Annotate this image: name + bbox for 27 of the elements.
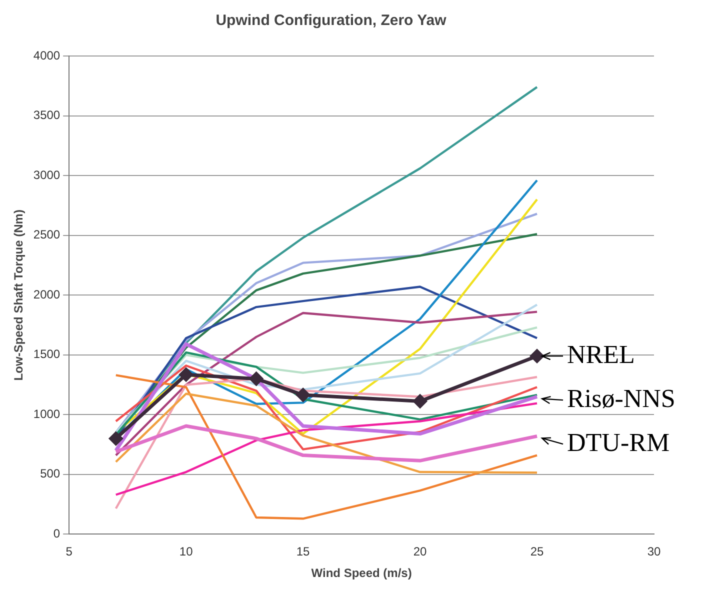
y-tick-label: 0 bbox=[53, 526, 60, 541]
y-tick-label: 1500 bbox=[33, 347, 60, 362]
y-tick-label: 500 bbox=[40, 466, 60, 481]
y-tick-label: 4000 bbox=[33, 48, 60, 62]
chart-title: Upwind Configuration, Zero Yaw bbox=[216, 12, 447, 30]
point bbox=[250, 372, 264, 386]
series-label: Risø-NNS bbox=[567, 384, 676, 413]
x-tick-label: 25 bbox=[530, 544, 544, 559]
y-tick-label: 2000 bbox=[33, 287, 60, 302]
x-tick-label: 15 bbox=[296, 544, 310, 559]
point bbox=[530, 349, 544, 363]
y-tick-label: 3000 bbox=[33, 168, 60, 182]
x-tick-label: 5 bbox=[66, 544, 73, 559]
y-tick-label: 1000 bbox=[33, 406, 60, 421]
point bbox=[109, 432, 123, 446]
y-tick-label: 2500 bbox=[33, 228, 60, 242]
x-tick-label: 30 bbox=[647, 544, 661, 559]
point bbox=[179, 368, 193, 382]
series-label: DTU-RM bbox=[567, 428, 670, 457]
x-tick-label: 10 bbox=[179, 544, 194, 559]
point bbox=[296, 388, 310, 402]
y-tick-label: 3500 bbox=[33, 108, 60, 122]
y-axis-title: Low-Speed Shaft Torque (Nm) bbox=[12, 210, 26, 381]
x-tick-label: 20 bbox=[413, 544, 428, 559]
point bbox=[413, 394, 427, 408]
series-label: NREL bbox=[567, 340, 635, 369]
x-axis-title: Wind Speed (m/s) bbox=[311, 566, 412, 580]
